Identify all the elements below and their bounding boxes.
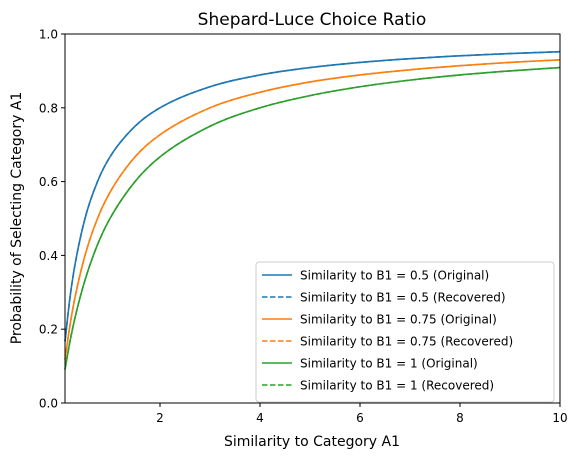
legend: Similarity to B1 = 0.5 (Original) Similar… (255, 261, 555, 403)
y-axis-label: Probability of Selecting Category A1 (9, 92, 25, 345)
series-line-6 (64, 66, 561, 370)
x-tick-label: 8 (456, 411, 464, 425)
legend-label-4: Similarity to B1 = 0.75 (Recovered) (300, 335, 513, 349)
y-tick-label: 0.2 (39, 323, 58, 337)
legend-box (255, 261, 555, 403)
y-tick-label: 0.4 (39, 249, 58, 263)
x-tick-label: 4 (256, 411, 264, 425)
x-tick-label: 6 (356, 411, 364, 425)
y-tick-label: 0.6 (39, 175, 58, 189)
legend-label-1: Similarity to B1 = 0.5 (Original) (300, 269, 489, 283)
chart-title: Shepard-Luce Choice Ratio (198, 10, 427, 30)
x-tick-label: 10 (552, 411, 567, 425)
legend-label-3: Similarity to B1 = 0.75 (Original) (300, 313, 497, 327)
y-tick-label: 1.0 (39, 28, 58, 42)
plot-frame (64, 33, 561, 404)
y-tick-label: 0.0 (39, 397, 58, 411)
plot-area: 2 4 6 8 10 0.0 0.2 0.4 0.6 0.8 1.0 (39, 28, 568, 426)
series-line-4 (64, 59, 561, 360)
legend-label-2: Similarity to B1 = 0.5 (Recovered) (300, 291, 506, 305)
y-tick-label: 0.8 (39, 101, 58, 115)
series-line-2 (64, 50, 561, 342)
x-tick-label: 2 (156, 411, 164, 425)
x-axis-label: Similarity to Category A1 (224, 434, 400, 450)
legend-label-6: Similarity to B1 = 1 (Recovered) (300, 379, 494, 393)
legend-label-5: Similarity to B1 = 1 (Original) (300, 357, 478, 371)
